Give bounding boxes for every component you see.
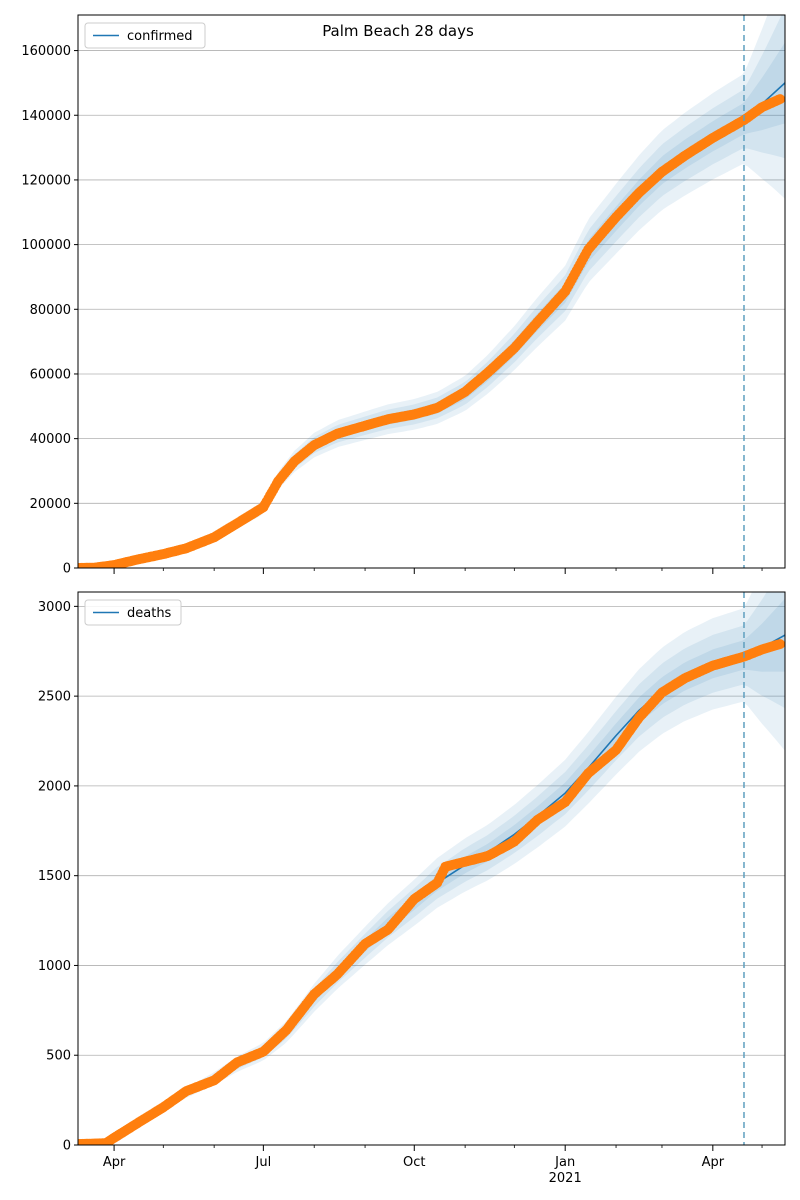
y-tick-label: 160000: [21, 44, 71, 59]
observed-point: [775, 94, 785, 105]
y-tick-label: 80000: [30, 303, 71, 318]
uncertainty-band: [78, 598, 785, 1145]
axes-frame: [77, 591, 786, 1146]
x-tick-label: Jan: [554, 1155, 575, 1170]
y-tick-label: 1000: [38, 959, 71, 974]
y-tick-label: 40000: [30, 432, 71, 447]
x-tick-label: Apr: [702, 1155, 725, 1170]
y-tick-label: 1500: [38, 869, 71, 884]
y-tick-label: 0: [63, 1139, 71, 1154]
uncertainty-band: [78, 15, 785, 568]
legend-label: confirmed: [127, 29, 193, 44]
legend: confirmed: [84, 22, 206, 49]
plot-area: [78, 15, 785, 568]
x-tick-label: Jul: [255, 1155, 272, 1170]
observed-point: [775, 639, 785, 650]
confirmed-panel: 0 20000 40000 60000 80000 100000 120000 140000 1…: [21, 14, 786, 577]
chart-title: Palm Beach 28 days: [322, 22, 474, 40]
y-tick-label: 100000: [21, 238, 71, 253]
y-tick-label: 0: [63, 562, 71, 577]
y-tick-label: 500: [46, 1049, 71, 1064]
uncertainty-band: [78, 592, 785, 1145]
legend-box: [84, 22, 206, 49]
legend-box: [84, 599, 182, 626]
x-tick-sublabel: 2021: [549, 1171, 582, 1186]
legend: deaths: [84, 599, 182, 626]
y-tick-label: 2500: [38, 690, 71, 705]
legend-label: deaths: [127, 606, 172, 621]
y-tick-label: 60000: [30, 367, 71, 382]
uncertainty-band: [78, 15, 785, 568]
y-tick-label: 20000: [30, 497, 71, 512]
plot-area: [78, 592, 785, 1145]
deaths-panel: 0 500 1000 1500 2000 2500 3000 Apr Jul Oct Jan2021…: [38, 591, 786, 1186]
y-tick-label: 2000: [38, 779, 71, 794]
axes-frame: [77, 14, 786, 569]
uncertainty-band: [78, 592, 785, 1145]
y-tick-label: 140000: [21, 109, 71, 124]
x-tick-label: Oct: [403, 1155, 425, 1170]
y-tick-label: 120000: [21, 173, 71, 188]
y-tick-label: 3000: [38, 600, 71, 615]
x-tick-label: Apr: [103, 1155, 126, 1170]
